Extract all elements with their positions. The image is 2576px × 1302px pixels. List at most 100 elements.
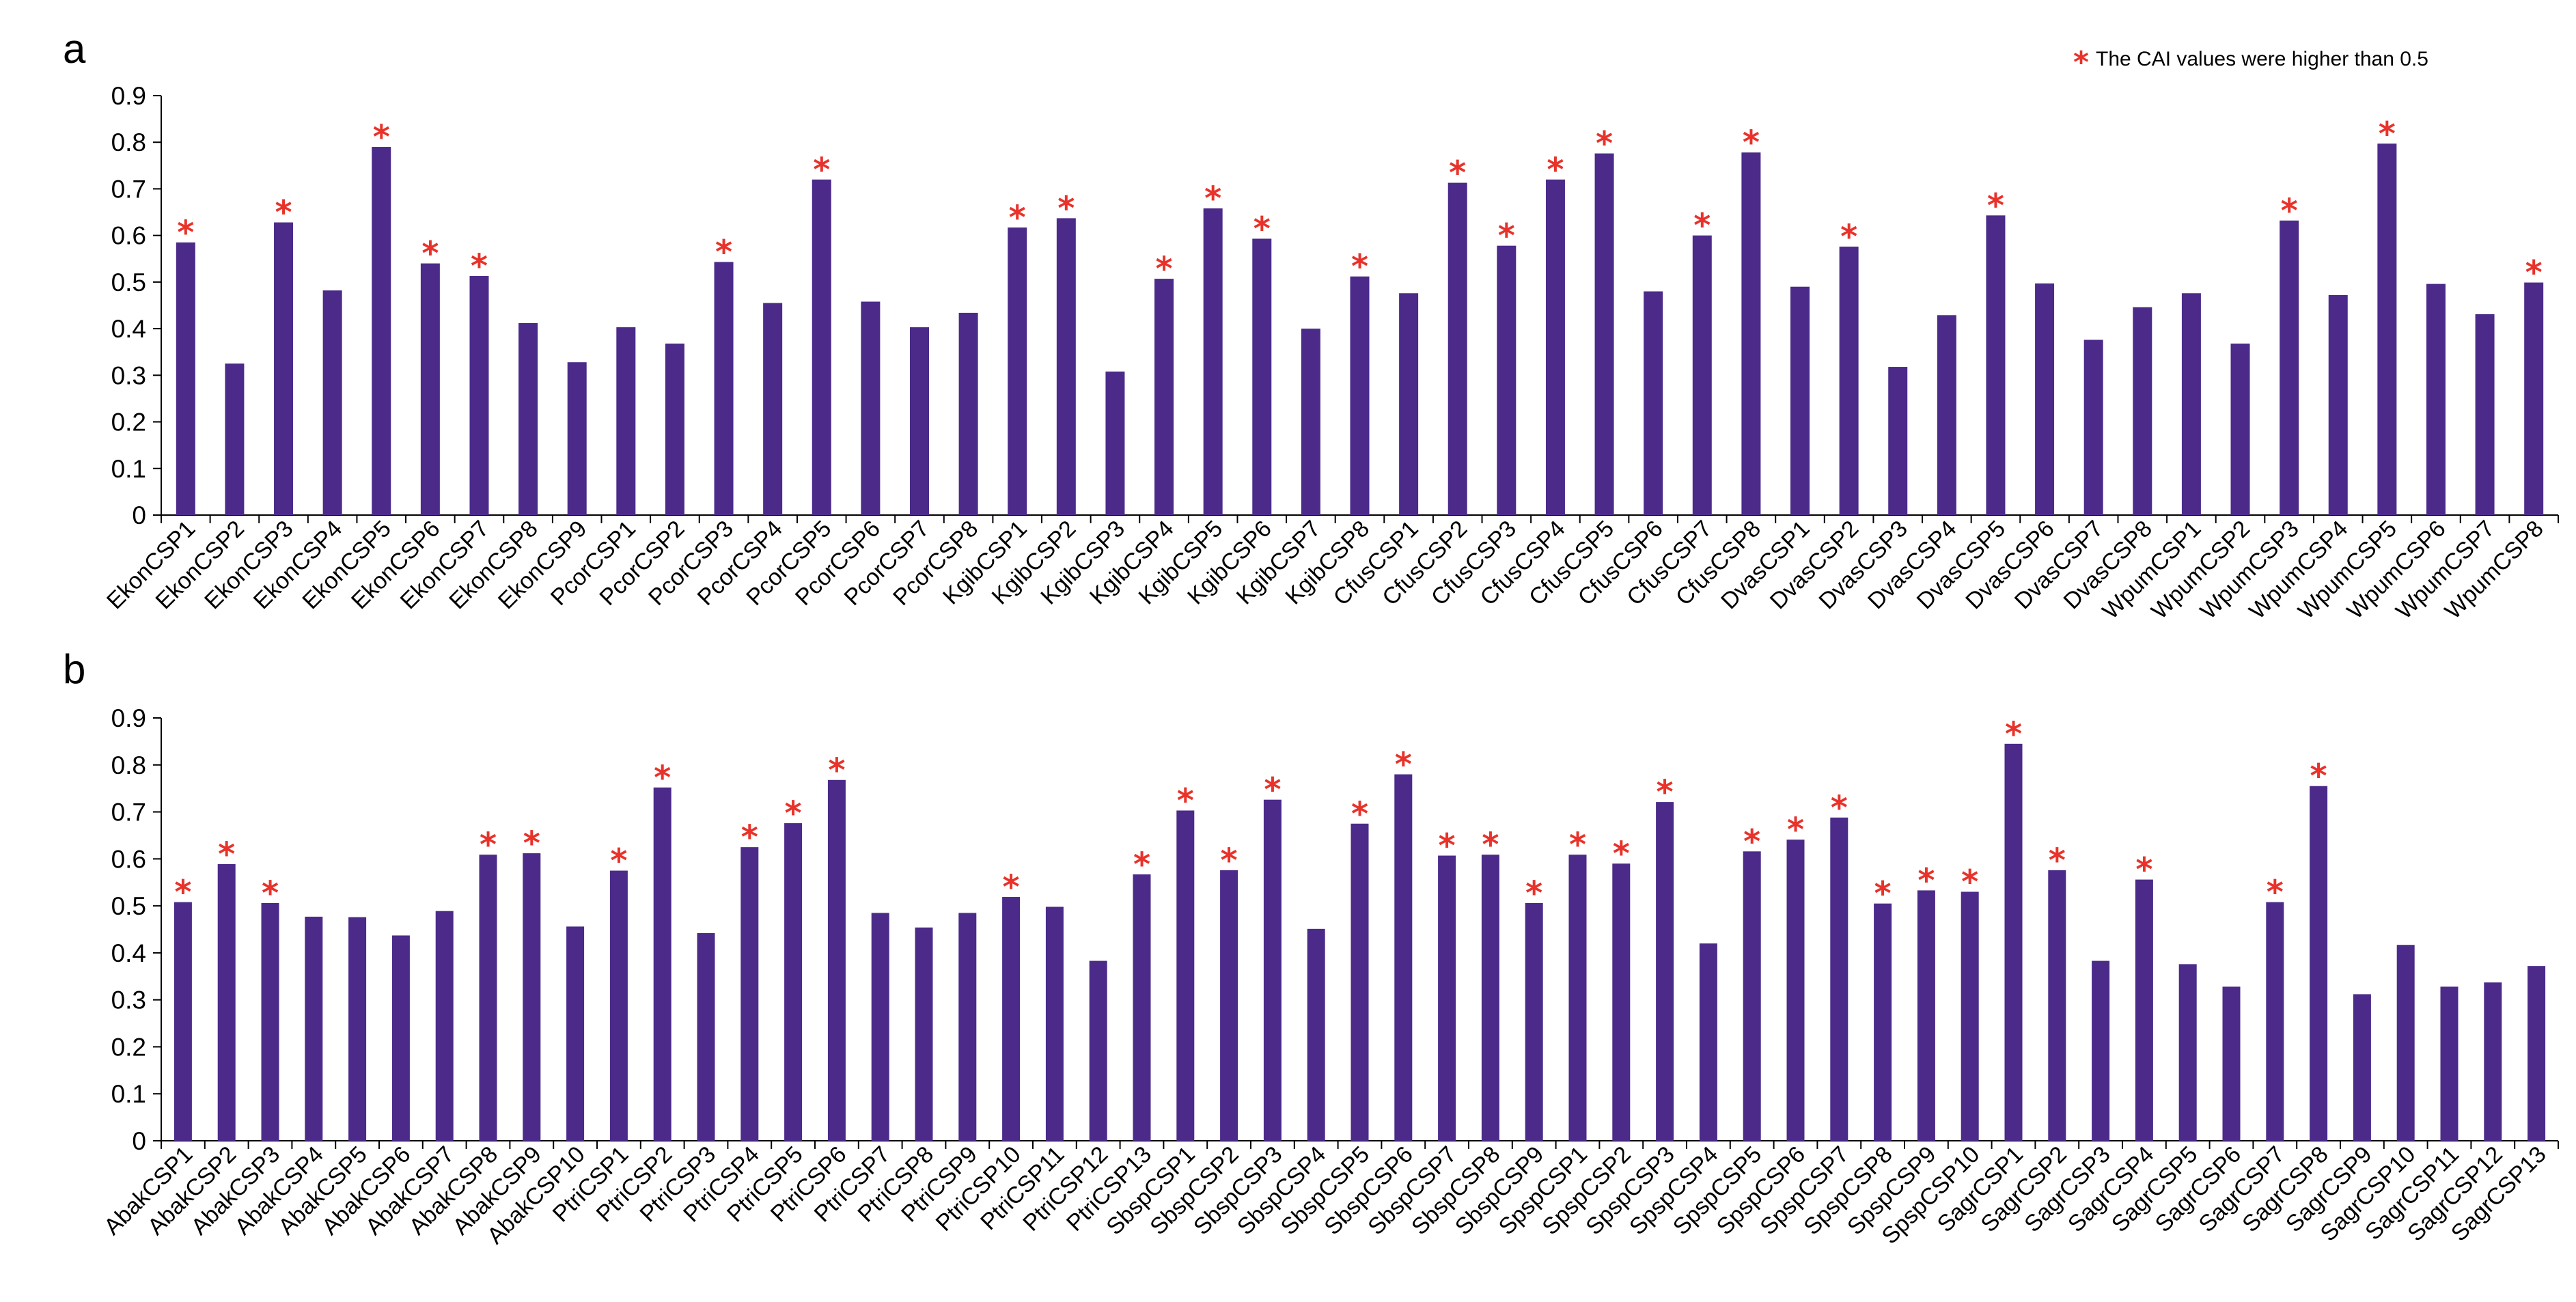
panel-b-bar-AbakCSP9 — [523, 853, 541, 1141]
panel-b-bar-SbspCSP7 — [1438, 855, 1456, 1141]
panel-a-bar-DvasCSP4 — [1937, 315, 1956, 515]
panel-a-star-DvasCSP5: * — [1987, 186, 2004, 225]
panel-a-star-EkonCSP1: * — [177, 214, 194, 252]
panel-b-bar-SagrCSP10 — [2396, 945, 2415, 1141]
panel-b-y-tick-label: 0.1 — [111, 1080, 146, 1108]
panel-b-star-PtriCSP1: * — [610, 842, 627, 881]
panel-b-bar-PtriCSP11 — [1045, 906, 1064, 1141]
panel-b-bar-SbspCSP5 — [1351, 823, 1369, 1141]
legend-text: The CAI values were higher than 0.5 — [2096, 48, 2428, 70]
panel-b-bar-SbspCSP6 — [1394, 774, 1413, 1141]
panel-a-bars: * * * * * * * * * * * * * * * * * * * * * * * * — [176, 115, 2544, 516]
panel-b-star-SpspCSP1: * — [1569, 826, 1586, 864]
panel-b-y-tick-label: 0.5 — [111, 892, 146, 920]
panel-b-star-PtriCSP5: * — [785, 794, 802, 833]
panel-a-bar-WpumCSP3 — [2280, 220, 2299, 515]
panel-b-bar-SbspCSP8 — [1481, 855, 1499, 1141]
panel-a-bar-PcorCSP8 — [958, 312, 978, 515]
panel-b-star-SbspCSP6: * — [1395, 746, 1412, 784]
panel-a-bar-EkonCSP3 — [274, 222, 294, 515]
panel-b-star-SpspCSP9: * — [1917, 861, 1935, 900]
panel-a-star-EkonCSP7: * — [471, 247, 488, 286]
panel-b-bar-SagrCSP13 — [2527, 966, 2546, 1141]
panel-a-bar-DvasCSP8 — [2133, 307, 2152, 515]
panel-b-y-tick-label: 0.8 — [111, 751, 146, 779]
legend: * The CAI values were higher than 0.5 — [2073, 45, 2428, 80]
panel-b: b 00.10.20.30.40.50.60.70.80.9AbakCSP1Ab… — [63, 646, 2559, 1249]
legend-star-marker: * — [2073, 45, 2089, 80]
panel-b-bar-SagrCSP11 — [2440, 986, 2459, 1141]
panel-a-bar-PcorCSP7 — [909, 327, 929, 515]
panel-a-bar-DvasCSP7 — [2083, 340, 2103, 515]
panel-a-bar-KgibCSP1 — [1008, 227, 1027, 515]
panel-b-y-tick-label: 0.6 — [111, 845, 146, 873]
panel-b-star-SbspCSP3: * — [1264, 771, 1281, 809]
panel-a-y-tick-label: 0.6 — [111, 222, 146, 250]
panel-b-star-SbspCSP2: * — [1221, 842, 1238, 880]
panel-b-bar-SagrCSP2 — [2048, 870, 2066, 1141]
panel-b-star-SpspCSP3: * — [1657, 773, 1674, 812]
panel-b-bar-SbspCSP9 — [1525, 902, 1543, 1141]
panel-a-bar-EkonCSP7 — [469, 276, 489, 515]
panel-b-bar-PtriCSP1 — [609, 870, 628, 1141]
panel-a-bar-CfusCSP4 — [1545, 179, 1565, 515]
panel-a-bar-PcorCSP6 — [861, 301, 881, 515]
panel-b-y-tick-label: 0.4 — [111, 939, 146, 967]
panel-a-star-CfusCSP4: * — [1547, 151, 1564, 189]
panel-a-star-CfusCSP7: * — [1693, 207, 1711, 245]
panel-a-star-EkonCSP6: * — [421, 235, 439, 273]
panel-b-bar-AbakCSP3 — [261, 902, 279, 1141]
panel-b-bar-SagrCSP1 — [2004, 743, 2023, 1141]
panel-a-bar-WpumCSP4 — [2328, 294, 2348, 515]
panel-a-bar-PcorCSP5 — [812, 179, 831, 515]
panel-b-star-SpspCSP2: * — [1613, 835, 1630, 873]
panel-a-star-EkonCSP3: * — [275, 194, 292, 232]
panel-b-bar-PtriCSP3 — [697, 933, 715, 1141]
panel-b-bar-SpspCSP3 — [1656, 802, 1674, 1141]
panel-a-y-tick-label: 0.9 — [111, 82, 146, 110]
panel-a-bar-KgibCSP6 — [1252, 238, 1272, 515]
panel-b-label: b — [63, 646, 85, 692]
panel-b-bar-SpspCSP7 — [1830, 817, 1848, 1141]
panel-a-star-PcorCSP3: * — [715, 234, 732, 272]
panel-a-bar-DvasCSP5 — [1986, 215, 2006, 515]
panel-a-label: a — [63, 26, 86, 72]
panel-b-bar-SagrCSP8 — [2310, 786, 2328, 1141]
panel-a-bar-WpumCSP5 — [2377, 143, 2397, 515]
panel-b-star-SpspCSP8: * — [1874, 875, 1892, 913]
panel-b-bar-PtriCSP2 — [653, 787, 671, 1141]
panel-a-star-KgibCSP4: * — [1155, 250, 1172, 288]
panel-a-star-CfusCSP5: * — [1596, 125, 1613, 163]
panel-b-star-SpspCSP7: * — [1831, 789, 1848, 827]
panel-b-bar-SbspCSP1 — [1176, 810, 1195, 1141]
panel-b-bar-SpspCSP10 — [1961, 891, 1979, 1141]
panel-b-bar-SbspCSP4 — [1307, 928, 1325, 1141]
panel-b-bar-SbspCSP3 — [1263, 799, 1282, 1141]
panel-a-bar-EkonCSP8 — [518, 322, 538, 515]
panel-b-star-SbspCSP8: * — [1482, 826, 1499, 864]
panel-b-bar-PtriCSP6 — [827, 779, 846, 1141]
panel-b-y-tick-label: 0.9 — [111, 704, 146, 732]
panel-b-star-SbspCSP5: * — [1351, 795, 1368, 833]
panel-b-bar-AbakCSP1 — [174, 902, 192, 1141]
panel-b-bar-SpspCSP5 — [1743, 851, 1761, 1141]
panel-b-bar-SagrCSP9 — [2353, 994, 2371, 1141]
panel-a-bar-WpumCSP8 — [2524, 282, 2544, 515]
panel-b-bars: * * * * * * * * * * * * * * * * * * * * * * * * * * * * * * * * * * — [174, 715, 2546, 1141]
panel-b-bar-SagrCSP6 — [2222, 986, 2241, 1141]
panel-b-bar-AbakCSP4 — [305, 916, 323, 1141]
panel-b-bar-PtriCSP12 — [1089, 960, 1107, 1141]
panel-b-bar-AbakCSP7 — [435, 911, 454, 1141]
panel-a-y-tick-label: 0.5 — [111, 268, 146, 296]
panel-b-star-PtriCSP6: * — [828, 751, 845, 790]
panel-a-star-PcorCSP5: * — [813, 151, 830, 189]
panel-b-star-SagrCSP4: * — [2135, 851, 2152, 889]
panel-a-star-EkonCSP5: * — [373, 118, 390, 156]
panel-b-y-tick-label: 0.2 — [111, 1033, 146, 1061]
panel-b-star-PtriCSP10: * — [1003, 868, 1020, 906]
panel-b-bar-SagrCSP3 — [2092, 960, 2110, 1141]
panel-b-bar-PtriCSP13 — [1133, 874, 1151, 1141]
panel-a-bar-EkonCSP9 — [567, 362, 587, 515]
panel-a-star-KgibCSP1: * — [1009, 199, 1026, 237]
